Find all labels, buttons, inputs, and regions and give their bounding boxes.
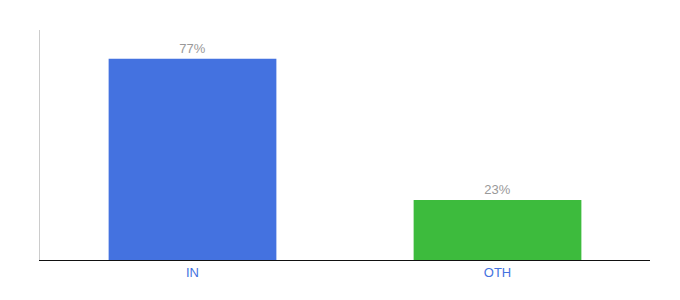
svg-text:77%: 77%: [179, 41, 205, 56]
svg-text:23%: 23%: [484, 182, 510, 197]
svg-text:OTH: OTH: [484, 265, 511, 280]
svg-text:IN: IN: [186, 265, 199, 280]
